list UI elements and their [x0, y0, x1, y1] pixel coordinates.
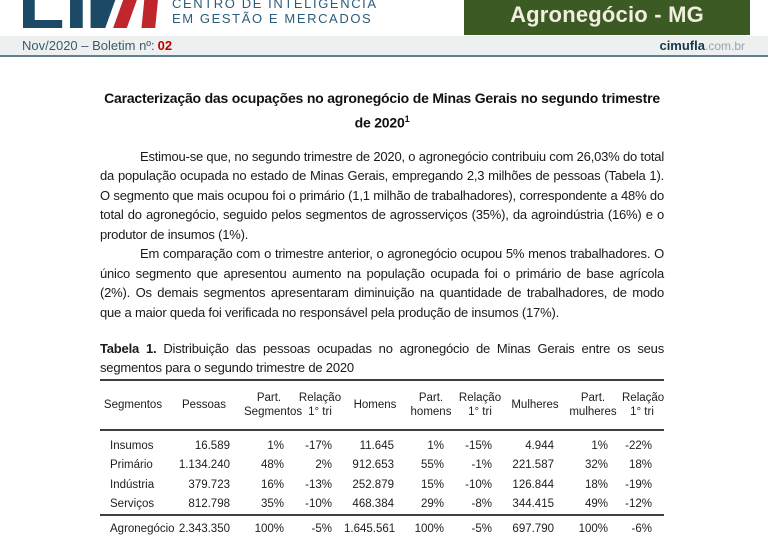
col-header-homens: Homens [344, 380, 406, 432]
table-cell: 468.384 [352, 498, 394, 511]
title-line2: de 2020 [354, 114, 405, 131]
table-cell: 49% [584, 498, 608, 511]
bulletin-strip: Nov/2020 – Boletim nº: 02 cimufla.com.br [0, 36, 768, 57]
table-caption-label: Tabela 1. [100, 341, 157, 357]
table-cell: 1% [591, 439, 608, 452]
bulletin-prefix: Nov/2020 – Boletim nº: [22, 38, 155, 53]
table-cell: -1% [471, 459, 492, 472]
col-header-pessoas: Pessoas [166, 380, 242, 432]
site-domain: .com.br [704, 39, 745, 53]
segments-table: Segmentos Pessoas Part. Segmentos Relaçã… [100, 379, 664, 539]
col-header-segmentos: Segmentos [100, 380, 166, 432]
table-cell: 812.798 [188, 498, 230, 511]
table-cell: 2.343.350 [166, 514, 242, 539]
site-name: cimufla [659, 38, 705, 53]
paragraph-1: Estimou-se que, no segundo trimestre de … [100, 148, 665, 242]
table-cell: Serviços [110, 498, 155, 511]
table-cell: 100% [406, 514, 456, 539]
table-cell: 379.723 [188, 478, 230, 491]
table-cell: 32% [584, 459, 608, 472]
table-cell: -15% [465, 439, 492, 452]
table-cell: 344.415 [512, 498, 554, 511]
table-cell: 100% [242, 514, 296, 539]
table-cell: Insumos [110, 439, 154, 452]
table-cell: 100% [566, 514, 620, 539]
bulletin-info: Nov/2020 – Boletim nº: 02 [22, 38, 172, 53]
table-cell: 55% [420, 459, 444, 472]
table-cell: 4.944 [525, 439, 554, 452]
table-cell: 16.589 [194, 439, 230, 452]
table-cell: -10% [305, 498, 332, 511]
table-row-industria: Indústria 379.723 16% -13% 252.879 15% -… [100, 475, 664, 495]
table-cell: 697.790 [504, 514, 566, 539]
col-header-part-segmentos: Part. Segmentos [242, 380, 302, 432]
org-name: CENTRO DE INTELIGÊNCIA EM GESTÃO E MERCA… [172, 0, 378, 26]
org-name-line1: CENTRO DE INTELIGÊNCIA [172, 0, 378, 11]
page-title: Caracterização das ocupações no agronegó… [100, 88, 664, 134]
table-caption-text: Distribuição das pessoas ocupadas no agr… [100, 341, 664, 376]
table-cell: 1.134.240 [178, 459, 230, 472]
table-row-primario: Primário 1.134.240 48% 2% 912.653 55% -1… [100, 456, 664, 476]
table-cell: 11.645 [359, 439, 394, 452]
table-cell: 912.653 [352, 459, 394, 472]
table-cell: -22% [625, 439, 652, 452]
table-cell: 16% [260, 478, 284, 491]
table-caption: Tabela 1. Distribuição das pessoas ocupa… [100, 339, 664, 377]
table-header-row: Segmentos Pessoas Part. Segmentos Relaçã… [100, 380, 664, 432]
table-cell: -12% [625, 498, 652, 511]
table-cell: 126.844 [512, 478, 554, 491]
logo-row: CENTRO DE INTELIGÊNCIA EM GESTÃO E MERCA… [0, 0, 768, 36]
paragraph-2: Em comparação com o trimestre anterior, … [100, 246, 664, 320]
cim-logo-icon [23, 0, 158, 28]
table-row-insumos: Insumos 16.589 1% -17% 11.645 1% -15% 4.… [100, 430, 664, 456]
title-line1: Caracterização das ocupações no agronegó… [104, 90, 660, 106]
table-row-servicos: Serviços 812.798 35% -10% 468.384 29% -8… [100, 495, 664, 516]
table-cell: Primário [110, 459, 153, 472]
table-cell: -8% [471, 498, 492, 511]
org-name-line2: EM GESTÃO E MERCADOS [172, 11, 373, 26]
table-cell: 29% [420, 498, 444, 511]
footnote-marker: 1 [404, 114, 410, 124]
col-header-mulheres: Mulheres [504, 380, 566, 432]
site-link[interactable]: cimufla.com.br [659, 38, 745, 53]
col-header-part-mulheres: Part. mulheres [566, 380, 620, 432]
table-cell: 15% [420, 478, 444, 491]
table-cell: 48% [260, 459, 284, 472]
table-cell: 1% [267, 439, 284, 452]
article-body: Caracterização das ocupações no agronegó… [0, 88, 768, 539]
table-cell: Indústria [110, 478, 155, 491]
banner-title: Agronegócio - MG [464, 0, 750, 35]
table-cell: 2% [315, 459, 332, 472]
col-header-part-homens: Part. homens [406, 380, 456, 432]
table-cell: 18% [628, 459, 652, 472]
table-cell: -5% [296, 514, 344, 539]
col-header-relacao-1tri-mulheres: Relação 1° tri [620, 380, 664, 432]
table-cell: 35% [260, 498, 284, 511]
table-cell: -6% [620, 514, 664, 539]
col-header-relacao-1tri-homens: Relação 1° tri [456, 380, 504, 432]
table-cell: -10% [465, 478, 492, 491]
table-cell: -17% [305, 439, 332, 452]
table-cell: -5% [456, 514, 504, 539]
bulletin-number: 02 [157, 38, 173, 53]
table-cell: 1% [427, 439, 444, 452]
table-row-agronegocio-total: Agronegócio 2.343.350 100% -5% 1.645.561… [100, 514, 664, 539]
table-cell: Agronegócio [100, 514, 175, 539]
table-cell: 1.645.561 [344, 514, 406, 539]
masthead: CENTRO DE INTELIGÊNCIA EM GESTÃO E MERCA… [0, 0, 768, 59]
table-cell: -13% [305, 478, 332, 491]
table-cell: 252.879 [352, 478, 394, 491]
col-header-relacao-1tri-pessoas: Relação 1° tri [296, 380, 344, 432]
table-cell: 18% [584, 478, 608, 491]
table-cell: 221.587 [512, 459, 554, 472]
table-cell: -19% [625, 478, 652, 491]
